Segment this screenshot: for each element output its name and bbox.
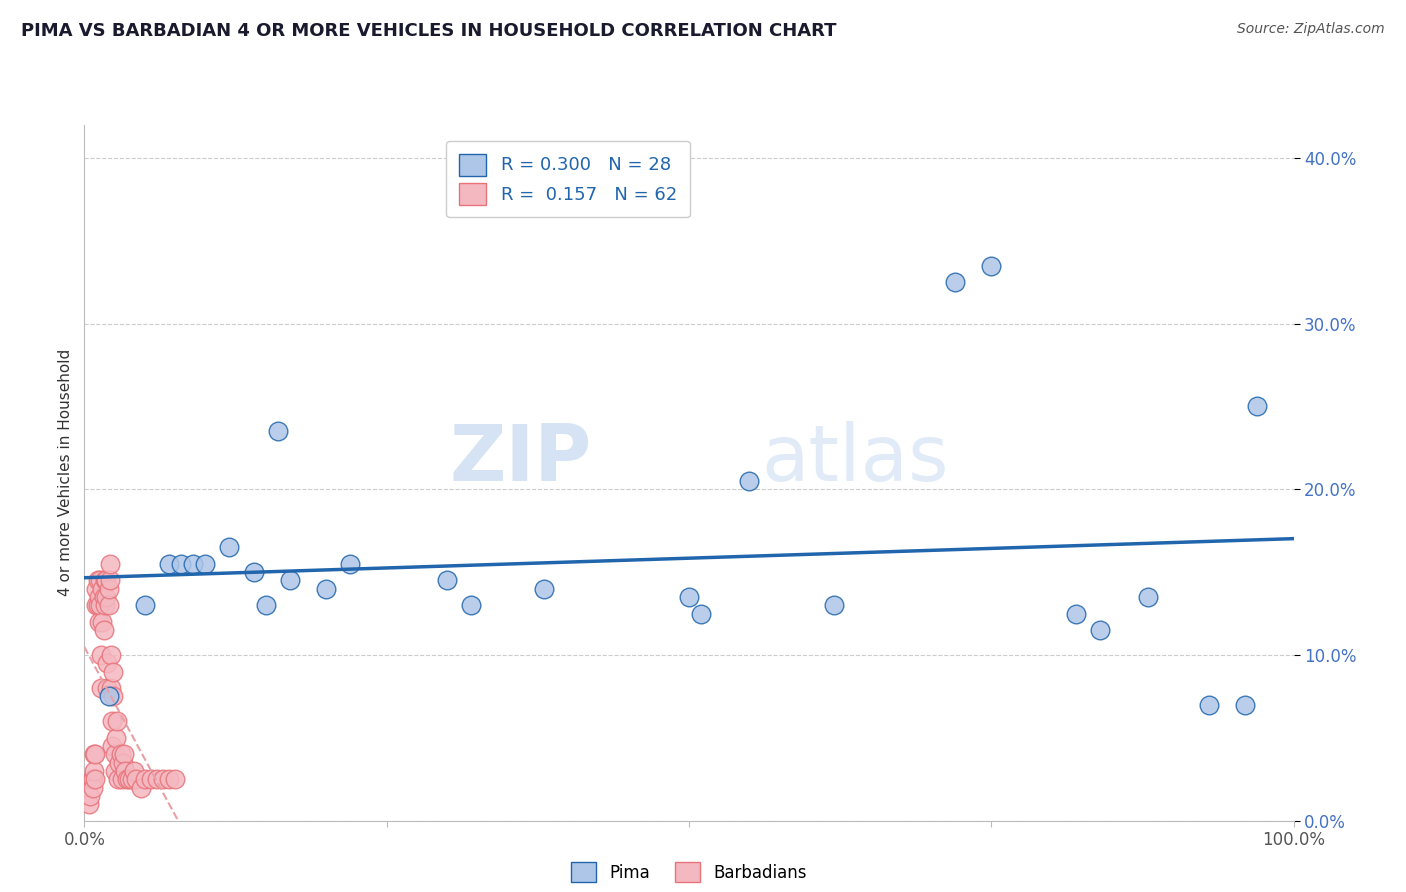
- Point: [1198, 698, 1220, 712]
- Text: atlas: atlas: [762, 421, 949, 497]
- Point: [980, 259, 1002, 273]
- Point: [152, 772, 174, 787]
- Point: [90, 681, 112, 695]
- Point: [100, 681, 122, 695]
- Point: [80, 772, 103, 787]
- Point: [194, 557, 217, 571]
- Point: [533, 582, 555, 596]
- Point: [84, 747, 107, 762]
- Point: [89, 574, 111, 588]
- Point: [90, 648, 112, 662]
- Point: [111, 772, 134, 787]
- Point: [278, 574, 301, 588]
- Point: [91, 615, 114, 629]
- Point: [139, 772, 162, 787]
- Point: [1064, 607, 1087, 621]
- Point: [87, 590, 110, 604]
- Point: [94, 574, 117, 588]
- Text: Source: ZipAtlas.com: Source: ZipAtlas.com: [1237, 22, 1385, 37]
- Point: [134, 772, 156, 787]
- Point: [94, 599, 117, 613]
- Text: PIMA VS BARBADIAN 4 OR MORE VEHICLES IN HOUSEHOLD CORRELATION CHART: PIMA VS BARBADIAN 4 OR MORE VEHICLES IN …: [21, 22, 837, 40]
- Point: [97, 582, 120, 596]
- Point: [157, 772, 180, 787]
- Point: [93, 623, 115, 637]
- Point: [94, 590, 117, 604]
- Point: [83, 764, 105, 778]
- Point: [93, 590, 115, 604]
- Point: [104, 731, 127, 745]
- Point: [157, 557, 180, 571]
- Point: [103, 690, 125, 704]
- Point: [163, 772, 186, 787]
- Point: [105, 714, 128, 729]
- Point: [96, 657, 118, 671]
- Point: [101, 714, 124, 729]
- Point: [122, 764, 145, 778]
- Point: [218, 541, 240, 555]
- Text: ZIP: ZIP: [450, 421, 592, 497]
- Point: [84, 772, 107, 787]
- Point: [104, 747, 127, 762]
- Point: [86, 582, 108, 596]
- Point: [125, 772, 148, 787]
- Point: [107, 772, 129, 787]
- Point: [89, 599, 111, 613]
- Point: [110, 747, 132, 762]
- Point: [242, 565, 264, 579]
- Point: [1137, 590, 1160, 604]
- Point: [100, 648, 122, 662]
- Point: [82, 780, 104, 795]
- Point: [823, 599, 845, 613]
- Point: [134, 599, 156, 613]
- Point: [79, 789, 101, 803]
- Point: [112, 756, 135, 770]
- Point: [86, 599, 108, 613]
- Point: [108, 756, 131, 770]
- Point: [1234, 698, 1257, 712]
- Point: [86, 574, 108, 588]
- Point: [98, 557, 121, 571]
- Point: [103, 665, 125, 679]
- Point: [678, 590, 700, 604]
- Point: [96, 681, 118, 695]
- Point: [254, 599, 277, 613]
- Point: [1246, 400, 1268, 414]
- Point: [83, 747, 105, 762]
- Point: [77, 797, 100, 811]
- Point: [114, 764, 136, 778]
- Point: [267, 425, 290, 439]
- Legend: Pima, Barbadians: Pima, Barbadians: [564, 855, 814, 888]
- Point: [460, 599, 482, 613]
- Point: [112, 747, 135, 762]
- Point: [94, 574, 117, 588]
- Point: [339, 557, 361, 571]
- Point: [436, 574, 458, 588]
- Point: [118, 772, 141, 787]
- Point: [86, 599, 108, 613]
- Point: [738, 474, 761, 488]
- Point: [101, 739, 124, 753]
- Point: [97, 599, 120, 613]
- Point: [104, 764, 127, 778]
- Point: [91, 582, 114, 596]
- Point: [1088, 623, 1111, 637]
- Point: [315, 582, 337, 596]
- Point: [98, 574, 121, 588]
- Point: [170, 557, 193, 571]
- Point: [97, 690, 120, 704]
- Point: [181, 557, 204, 571]
- Point: [129, 780, 152, 795]
- Point: [121, 772, 143, 787]
- Point: [82, 772, 104, 787]
- Point: [146, 772, 169, 787]
- Point: [943, 275, 966, 289]
- Point: [115, 772, 138, 787]
- Y-axis label: 4 or more Vehicles in Household: 4 or more Vehicles in Household: [58, 349, 73, 597]
- Point: [87, 615, 110, 629]
- Point: [690, 607, 713, 621]
